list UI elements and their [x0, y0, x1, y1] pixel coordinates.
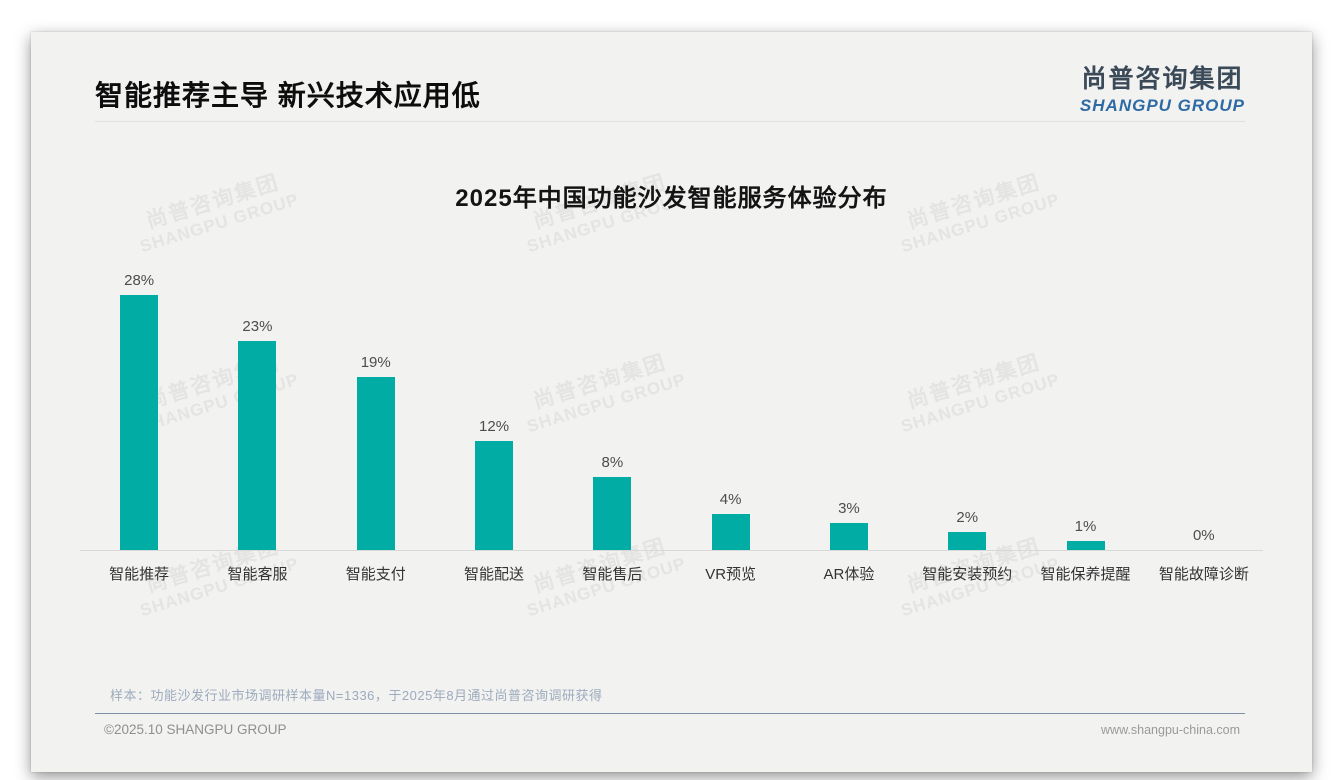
bar-value-label: 1%: [1074, 517, 1097, 535]
bar-value-label: 2%: [956, 508, 979, 526]
bar-value-label: 12%: [479, 417, 510, 435]
footer-website: www.shangpu-china.com: [1101, 723, 1240, 737]
category-label: VR预览: [705, 566, 757, 583]
company-logo: 尚普咨询集团 SHANGPU GROUP: [1080, 59, 1245, 116]
footer-divider: [95, 713, 1245, 714]
bar-value-label: 28%: [124, 272, 155, 290]
category-label: 智能安装预约: [922, 566, 1013, 583]
bar-column: 19%: [317, 272, 435, 550]
slide-card: 尚普咨询集团 SHANGPU GROUP 尚普咨询集团 SHANGPU GROUP 尚普…: [31, 32, 1312, 772]
category-label: 智能保养提醒: [1040, 566, 1131, 583]
bar-column: 1%: [1026, 272, 1144, 550]
category-label: 智能支付: [345, 566, 406, 583]
bar: [238, 340, 277, 550]
bar: [948, 531, 987, 550]
bar-column: 3%: [790, 272, 908, 550]
category-label: 智能售后: [582, 566, 643, 583]
bar-value-label: 19%: [360, 354, 391, 372]
sample-note: 样本：功能沙发行业市场调研样本量N=1336，于2025年8月通过尚普咨询调研获…: [110, 688, 603, 703]
bar-value-label: 3%: [838, 499, 860, 517]
bar-column: 23%: [198, 272, 316, 550]
category-label: 智能故障诊断: [1158, 566, 1249, 583]
bar: [1066, 540, 1105, 550]
bar: [120, 295, 159, 550]
category-label: 智能客服: [227, 566, 288, 583]
chart-title: 2025年中国功能沙发智能服务体验分布: [455, 185, 888, 212]
category-label: AR体验: [823, 566, 875, 583]
bar: [829, 522, 868, 550]
bar-column: 28%: [80, 272, 198, 550]
bar-value-label: 4%: [719, 490, 742, 508]
category-label: 智能配送: [464, 566, 525, 583]
category-label: 智能推荐: [109, 566, 170, 583]
bar-column: 4%: [671, 272, 789, 550]
bar-column: 0%: [1145, 272, 1263, 550]
bar-chart-plot: 28% 23% 19% 12% 8% 4% 3% 2% 1% 0%: [80, 272, 1263, 551]
bar-value-label: 8%: [601, 454, 624, 472]
header-divider: [95, 121, 1245, 122]
bar-value-label: 23%: [242, 317, 273, 335]
page-title: 智能推荐主导 新兴技术应用低: [95, 80, 481, 111]
footer-copyright: ©2025.10 SHANGPU GROUP: [104, 722, 287, 737]
bar-column: 12%: [435, 272, 553, 550]
bar-column: 8%: [553, 272, 671, 550]
bar-value-label: 0%: [1192, 527, 1215, 544]
logo-chinese-text: 尚普咨询集团: [1081, 65, 1244, 93]
bar: [475, 440, 514, 550]
bar: [711, 513, 750, 550]
bar: [356, 377, 395, 550]
logo-english-text: SHANGPU GROUP: [1079, 96, 1245, 115]
bar-column: 2%: [908, 272, 1026, 550]
category-axis-labels: 智能推荐 智能客服 智能支付 智能配送 智能售后 VR预览 AR体验 智能安装预约 智能保养提醒…: [80, 563, 1263, 584]
bar: [593, 477, 632, 550]
